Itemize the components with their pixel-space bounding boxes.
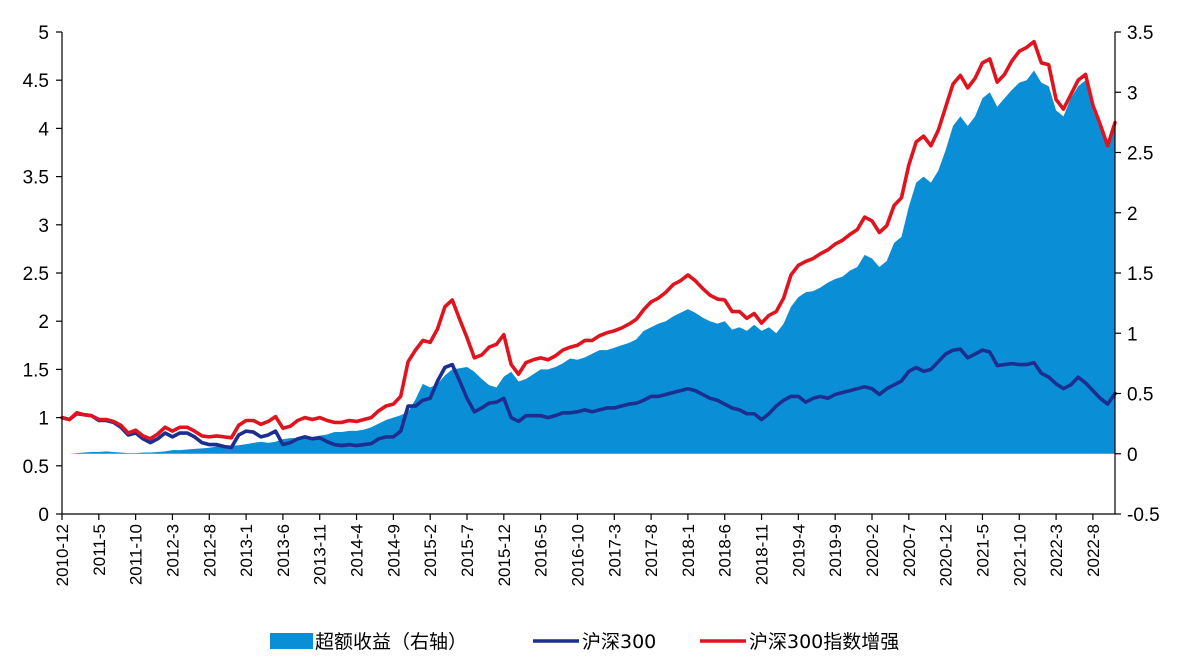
x-tick-label: 2011-5 <box>90 524 109 576</box>
line-layer <box>60 39 1117 450</box>
y-right-tick-label: -0.5 <box>1127 505 1160 526</box>
legend-item-excess-return: 超额收益（右轴） <box>270 631 467 653</box>
x-tick-label: 2012-3 <box>163 524 182 577</box>
legend-swatch <box>270 633 313 649</box>
x-tick-label: 2022-3 <box>1047 524 1066 577</box>
x-tick-label: 2022-8 <box>1084 524 1103 577</box>
x-tick-label: 2019-4 <box>789 524 808 577</box>
y-right-tick-label: 1.5 <box>1127 264 1153 285</box>
y-left-tick-label: 3 <box>38 216 49 237</box>
x-tick-label: 2013-1 <box>237 524 256 577</box>
y-right-tick-label: 1 <box>1127 324 1138 345</box>
x-tick-label: 2020-7 <box>900 524 919 577</box>
x-tick-label: 2014-9 <box>384 524 403 577</box>
legend-label: 沪深300 <box>582 631 656 653</box>
x-tick-label: 2018-11 <box>753 524 772 585</box>
y-left-tick-label: 5 <box>38 23 49 44</box>
x-tick-label: 2020-2 <box>863 524 882 577</box>
y-right-tick-label: 2.5 <box>1127 144 1153 165</box>
legend-item-csi300: 沪深300 <box>533 631 656 653</box>
x-tick-label: 2021-5 <box>973 524 992 577</box>
x-tick-label: 2013-6 <box>274 524 293 577</box>
legend: 超额收益（右轴） 沪深300 沪深300指数增强 <box>270 631 899 653</box>
x-tick-label: 2017-8 <box>642 524 661 577</box>
x-tick-label: 2018-1 <box>679 524 698 577</box>
x-tick-label: 2012-8 <box>200 524 219 577</box>
x-tick-label: 2017-3 <box>605 524 624 577</box>
series-csi300-enhanced-line <box>60 39 1117 441</box>
y-right-tick-label: 3 <box>1127 83 1138 104</box>
y-right-tick-label: 0 <box>1127 445 1138 466</box>
series-csi300-line <box>60 347 1117 450</box>
x-tick-label: 2015-7 <box>458 524 477 577</box>
axis-layer: 0 0.5 1 1.5 2 2.5 3 3.5 4 4.5 5 -0.5 0 0.5 1 1.5 2 2.5 3 3.… <box>23 23 1160 586</box>
y-left-tick-label: 0.5 <box>23 457 49 478</box>
y-left-tick-label: 1.5 <box>23 360 49 381</box>
x-tick-label: 2010-12 <box>53 524 72 586</box>
y-left-tick-label: 3.5 <box>23 168 49 189</box>
y-left-tick-label: 0 <box>38 505 49 526</box>
legend-label: 超额收益（右轴） <box>315 631 467 653</box>
x-tick-label: 2015-12 <box>495 524 514 586</box>
y-left-tick-label: 4 <box>38 119 49 140</box>
series-excess-return-area <box>62 70 1115 454</box>
x-tick-label: 2016-5 <box>532 524 551 577</box>
x-tick-label: 2016-10 <box>568 524 587 586</box>
y-right-tick-label: 0.5 <box>1127 385 1153 406</box>
y-left-tick-label: 2 <box>38 312 49 333</box>
x-tick-label: 2015-2 <box>421 524 440 577</box>
y-left-tick-label: 2.5 <box>23 264 49 285</box>
y-right-tick-label: 2 <box>1127 204 1138 225</box>
x-tick-label: 2019-9 <box>826 524 845 577</box>
legend-item-csi300-enhanced: 沪深300指数增强 <box>700 631 899 653</box>
x-tick-label: 2021-10 <box>1010 524 1029 586</box>
x-tick-label: 2013-11 <box>311 524 330 585</box>
y-left-tick-label: 4.5 <box>23 71 49 92</box>
area-layer <box>62 70 1115 454</box>
x-tick-label: 2018-6 <box>716 524 735 577</box>
y-left-tick-label: 1 <box>38 409 49 430</box>
x-tick-label: 2020-12 <box>937 524 956 586</box>
x-tick-label: 2014-4 <box>348 524 367 577</box>
x-tick-label: 2011-10 <box>127 524 146 585</box>
y-right-tick-label: 3.5 <box>1127 23 1153 44</box>
legend-label: 沪深300指数增强 <box>749 631 899 653</box>
